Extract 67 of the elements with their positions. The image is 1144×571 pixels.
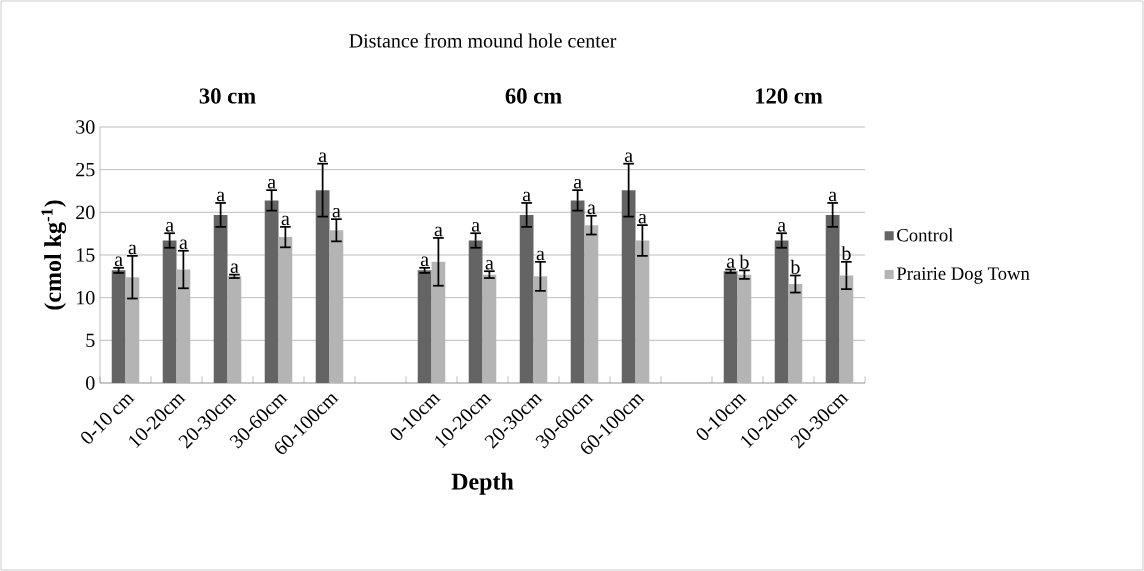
bar — [125, 277, 140, 383]
legend-label: Control — [897, 228, 954, 242]
bar — [417, 270, 432, 383]
data-label: a — [179, 239, 188, 250]
y-tick-label: 0 — [86, 376, 95, 390]
data-label: a — [587, 204, 596, 215]
data-label: a — [624, 152, 633, 163]
data-label: b — [790, 259, 800, 274]
y-tick-label: 25 — [76, 162, 95, 177]
data-label: a — [522, 191, 531, 202]
data-label: a — [536, 250, 545, 261]
legend-label: Prairie Dog Town — [896, 267, 1030, 284]
data-label: b — [739, 254, 749, 269]
bar — [227, 276, 242, 383]
data-label: a — [573, 178, 582, 189]
bar — [788, 284, 803, 383]
bar — [533, 276, 548, 383]
bar — [635, 240, 650, 383]
bar — [278, 237, 293, 383]
y-tick-label: 20 — [76, 205, 95, 220]
chart-title: Distance from mound hole center — [349, 33, 617, 48]
data-label: a — [230, 263, 239, 274]
bar — [176, 269, 191, 383]
bar — [264, 200, 279, 383]
bar — [329, 230, 344, 383]
data-label: a — [318, 152, 327, 163]
text: 30 cm — [199, 88, 256, 104]
data-label: a — [434, 226, 443, 237]
data-label: a — [485, 260, 494, 270]
data-label: a — [471, 222, 480, 232]
data-label: a — [165, 222, 174, 232]
data-label: a — [777, 222, 786, 232]
data-label: a — [128, 244, 137, 255]
bar — [723, 271, 738, 383]
data-label: b — [841, 246, 851, 261]
data-label: a — [267, 178, 276, 189]
bar — [111, 270, 126, 383]
data-label: a — [726, 258, 735, 268]
bar — [737, 274, 752, 383]
bar — [621, 190, 636, 383]
bar — [482, 274, 497, 383]
y-axis-title: (cmol kg$^{-1}$) — [41, 200, 67, 310]
y-tick-label: 10 — [77, 290, 95, 305]
bar — [839, 275, 854, 383]
data-label: a — [114, 256, 123, 267]
data-label: a — [420, 256, 429, 267]
text: 120 cm — [756, 88, 823, 104]
bar — [825, 214, 840, 383]
bar — [774, 240, 789, 383]
data-label: a — [638, 213, 647, 224]
data-label: a — [332, 207, 341, 218]
data-label: a — [281, 215, 290, 226]
bar — [468, 240, 483, 383]
bar — [584, 225, 599, 383]
bar — [315, 190, 330, 383]
x-axis-title: Depth — [451, 472, 514, 495]
y-tick-label: 5 — [86, 333, 95, 347]
bar — [431, 261, 446, 383]
data-label: a — [828, 191, 837, 202]
y-tick-label: 30 — [76, 120, 95, 134]
y-tick-label: 15 — [77, 248, 95, 262]
text: 60 cm — [505, 88, 562, 104]
bar — [570, 200, 585, 383]
bar — [213, 214, 228, 383]
bar — [162, 240, 177, 383]
bar — [519, 214, 534, 383]
data-label: a — [216, 191, 225, 202]
